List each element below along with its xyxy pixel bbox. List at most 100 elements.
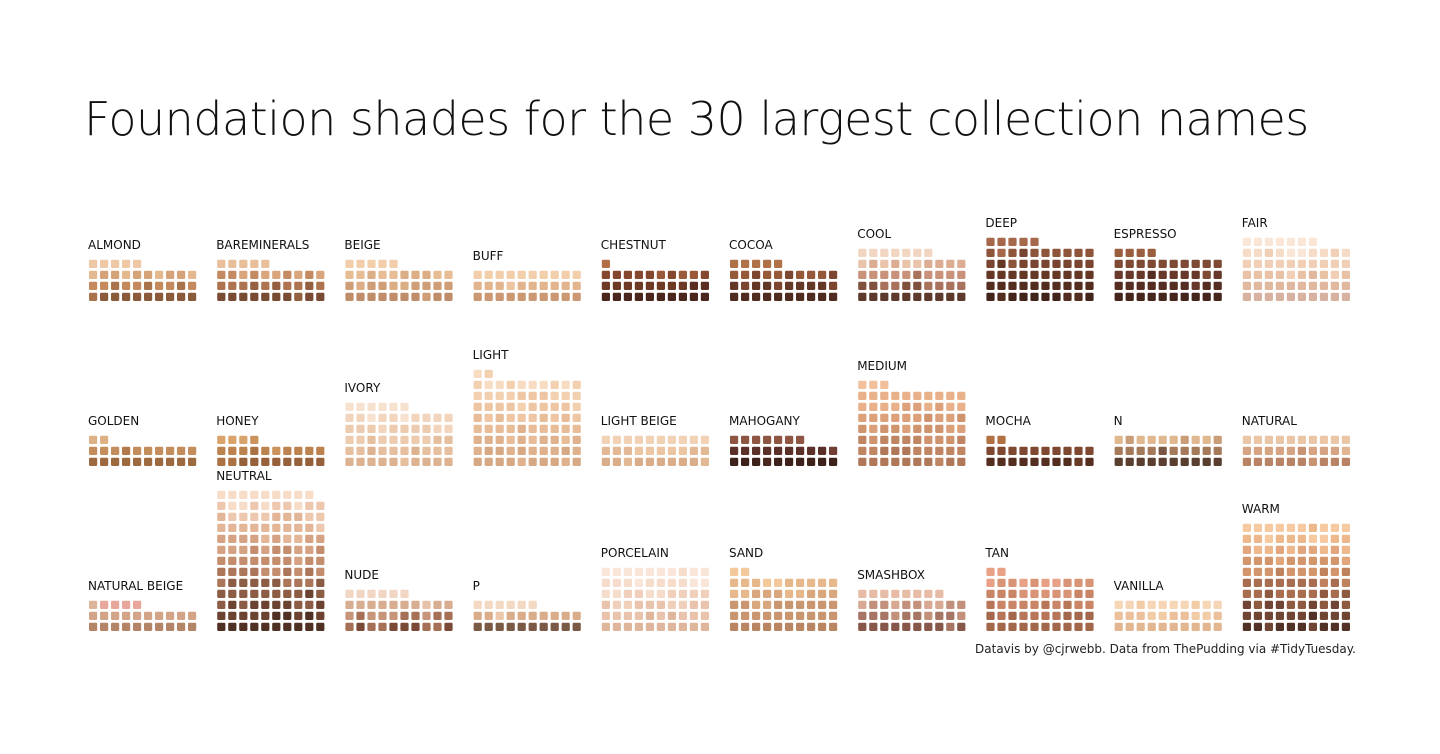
shade-cell <box>880 611 889 620</box>
shade-cell <box>601 457 610 466</box>
shade-cell <box>1063 292 1072 301</box>
shade-cell <box>1074 600 1083 609</box>
shade-cell <box>1019 281 1028 290</box>
shade-cell <box>880 391 889 400</box>
shade-cell <box>473 391 482 400</box>
shade-cell <box>774 457 783 466</box>
shade-cell <box>1319 545 1328 554</box>
shade-cell <box>550 457 559 466</box>
shade-cell <box>986 237 995 246</box>
shade-cell <box>1286 578 1295 587</box>
shade-cell <box>89 457 98 466</box>
shade-cell <box>858 380 867 389</box>
shade-cell <box>400 600 409 609</box>
shade-cell <box>133 259 142 268</box>
shade-cell <box>1308 589 1317 598</box>
shade-cell <box>1180 446 1189 455</box>
shade-cell <box>700 578 709 587</box>
shade-cell <box>1341 534 1350 543</box>
shade-cell <box>1063 600 1072 609</box>
shade-cell <box>100 259 109 268</box>
shade-cell <box>1136 281 1145 290</box>
shade-cell <box>473 446 482 455</box>
shade-cell <box>517 391 526 400</box>
shade-cell <box>550 380 559 389</box>
shade-cell <box>634 600 643 609</box>
shade-cell <box>1264 611 1273 620</box>
shade-cell <box>997 457 1006 466</box>
shade-cell <box>1052 248 1061 257</box>
shade-cell <box>1264 259 1273 268</box>
shade-cell <box>1213 611 1222 620</box>
shade-cell <box>763 270 772 279</box>
shade-cell <box>422 281 431 290</box>
shade-cell <box>1213 446 1222 455</box>
shade-cell <box>1008 259 1017 268</box>
shade-cell <box>250 512 259 521</box>
shade-cell <box>891 391 900 400</box>
shade-cell <box>880 270 889 279</box>
shade-cell <box>1330 281 1339 290</box>
shade-cell <box>1191 611 1200 620</box>
shade-cell <box>217 435 226 444</box>
panel-label-smashbox: SMASHBOX <box>857 568 925 582</box>
shade-cell <box>89 435 98 444</box>
shade-cell <box>561 457 570 466</box>
shade-cell <box>1213 292 1222 301</box>
shade-cell <box>1180 270 1189 279</box>
shade-cell <box>997 248 1006 257</box>
shade-cell <box>1052 281 1061 290</box>
shade-cell <box>1180 281 1189 290</box>
shade-cell <box>345 270 354 279</box>
shade-cell <box>752 259 761 268</box>
shade-cell <box>858 424 867 433</box>
shade-cell <box>1275 259 1284 268</box>
shade-cell <box>924 589 933 598</box>
shade-cell <box>517 600 526 609</box>
shade-cell <box>869 413 878 422</box>
shade-cell <box>539 435 548 444</box>
shade-cell <box>239 270 248 279</box>
shade-cell <box>818 589 827 598</box>
shade-cell <box>316 457 325 466</box>
shade-cell <box>1319 292 1328 301</box>
shade-cell <box>1341 270 1350 279</box>
shade-cell <box>272 501 281 510</box>
shade-cell <box>272 556 281 565</box>
panel-buff: BUFF <box>473 249 581 301</box>
shade-cell <box>422 424 431 433</box>
shade-cell <box>858 270 867 279</box>
shade-cell <box>913 611 922 620</box>
shade-cell <box>752 578 761 587</box>
panel-label-mocha: MOCHA <box>985 414 1031 428</box>
shade-cell <box>785 435 794 444</box>
shade-cell <box>785 622 794 631</box>
shade-cell <box>422 413 431 422</box>
shade-cell <box>730 259 739 268</box>
shade-cell <box>378 611 387 620</box>
shade-cell <box>1297 622 1306 631</box>
shade-cell <box>506 413 515 422</box>
shade-cell <box>1286 281 1295 290</box>
shade-cell <box>250 622 259 631</box>
shade-cell <box>433 600 442 609</box>
shade-cell <box>89 292 98 301</box>
shade-cell <box>345 457 354 466</box>
shade-cell <box>484 391 493 400</box>
shade-cell <box>1019 248 1028 257</box>
shade-cell <box>422 270 431 279</box>
shade-cell <box>1286 534 1295 543</box>
shade-cell <box>111 446 120 455</box>
shade-cell <box>1041 611 1050 620</box>
shade-cell <box>774 435 783 444</box>
shade-cell <box>444 446 453 455</box>
shade-cell <box>506 435 515 444</box>
shade-cell <box>473 281 482 290</box>
shade-cell <box>122 611 131 620</box>
shade-cell <box>623 622 632 631</box>
shade-cell <box>774 578 783 587</box>
shade-cell <box>796 457 805 466</box>
shade-cell <box>528 457 537 466</box>
shade-cell <box>741 292 750 301</box>
shade-cell <box>345 611 354 620</box>
